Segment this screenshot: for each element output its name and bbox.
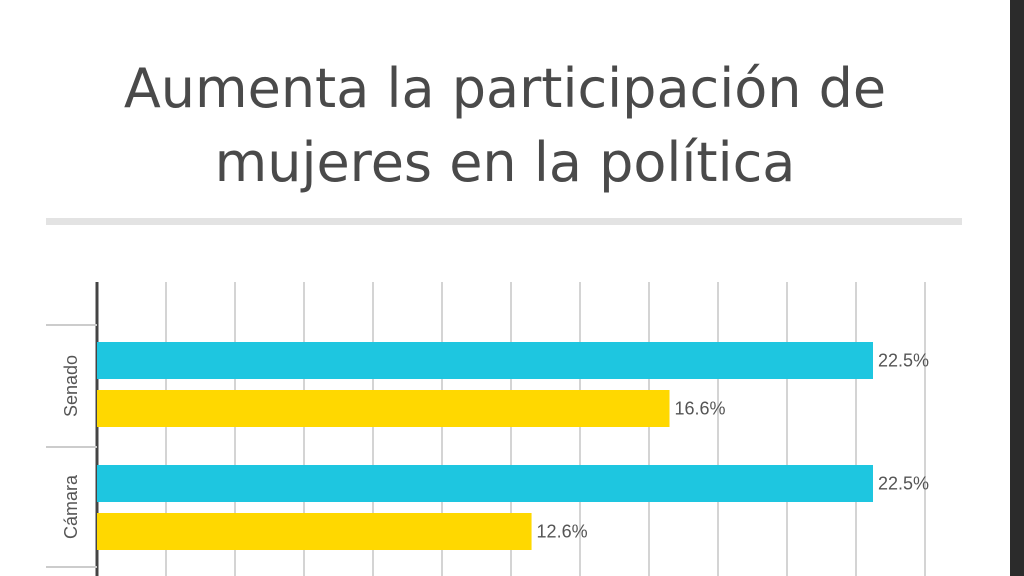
data-label: 12.6% bbox=[537, 522, 588, 542]
data-label: 22.5% bbox=[878, 351, 929, 371]
category-label: Senado bbox=[61, 355, 81, 417]
right-edge-border bbox=[1010, 0, 1024, 576]
bar bbox=[97, 513, 532, 550]
data-label: 22.5% bbox=[878, 474, 929, 494]
title-divider bbox=[46, 218, 962, 225]
bar bbox=[97, 390, 670, 427]
data-label: 16.6% bbox=[675, 399, 726, 419]
page-title: Aumenta la participación de mujeres en l… bbox=[123, 57, 887, 194]
category-label: Cámara bbox=[61, 474, 81, 539]
bar bbox=[97, 465, 873, 502]
bar bbox=[97, 342, 873, 379]
